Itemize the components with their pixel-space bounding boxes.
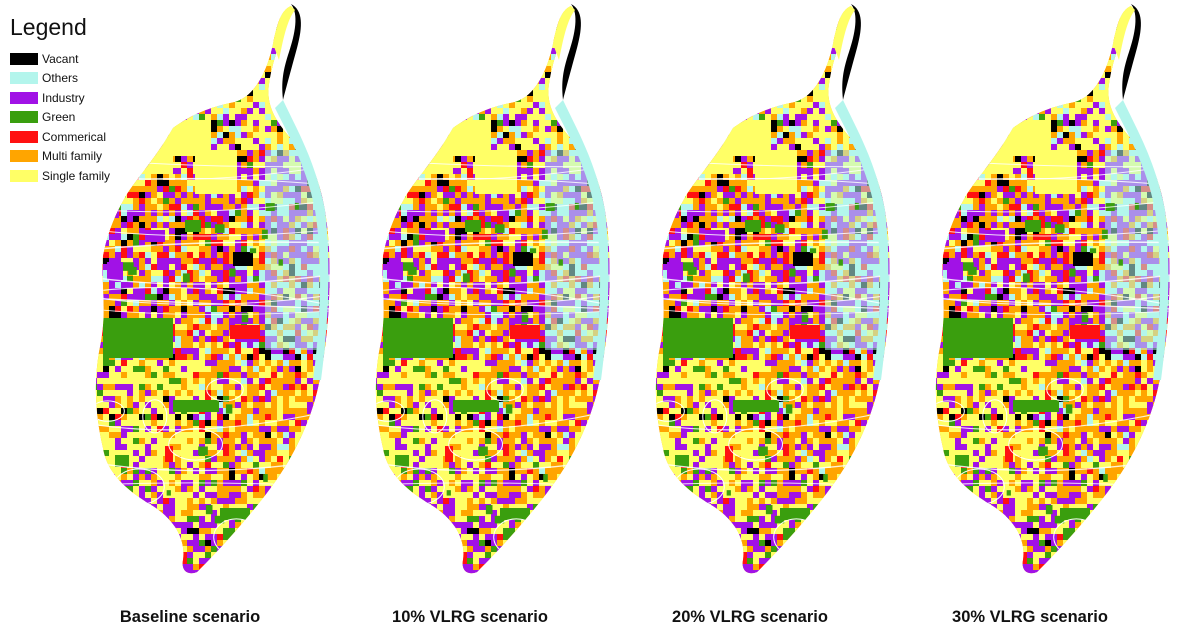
river-shape <box>1122 4 1141 100</box>
map-baseline <box>95 4 330 574</box>
riverfront-strip <box>1115 100 1169 380</box>
map-caption-20: 20% VLRG scenario <box>672 608 828 626</box>
legend-item-vacant: Vacant <box>10 49 210 69</box>
legend-label-multi-family: Multi family <box>42 149 103 164</box>
legend-item-industry: Industry <box>10 88 210 108</box>
map-20-percent <box>655 4 890 574</box>
legend-label-vacant: Vacant <box>42 51 79 66</box>
legend-item-others: Others <box>10 69 210 89</box>
legend-swatch-single-family <box>10 169 38 182</box>
legend-item-multi-family: Multi family <box>10 147 210 167</box>
river-shape <box>562 4 581 100</box>
land-use-blocks <box>375 6 610 574</box>
legend-label-commercial: Commerical <box>42 129 107 144</box>
map-10-percent <box>375 4 610 574</box>
map-caption-10: 10% VLRG scenario <box>392 608 548 626</box>
map-panel-20: 20% VLRG scenario <box>605 0 895 640</box>
map-panel-30: 30% VLRG scenario <box>885 0 1175 640</box>
river-shape <box>282 4 301 100</box>
land-use-blocks <box>935 6 1170 574</box>
legend-swatch-multi-family <box>10 150 38 163</box>
map-legend: Legend Vacant Others Industry Green Comm… <box>10 14 210 186</box>
legend-label-industry: Industry <box>42 90 85 105</box>
riverfront-strip <box>835 100 889 380</box>
legend-item-commercial: Commerical <box>10 127 210 147</box>
legend-label-green: Green <box>42 110 76 125</box>
map-caption-30: 30% VLRG scenario <box>952 608 1108 626</box>
land-use-blocks <box>655 6 890 574</box>
map-30-percent <box>935 4 1170 574</box>
legend-swatch-others <box>10 72 38 85</box>
legend-swatch-commercial <box>10 130 38 143</box>
map-caption-baseline: Baseline scenario <box>119 608 261 626</box>
river-shape <box>842 4 861 100</box>
legend-item-single-family: Single family <box>10 166 210 186</box>
legend-swatch-industry <box>10 91 38 104</box>
riverfront-strip <box>275 100 329 380</box>
legend-label-others: Others <box>42 71 79 86</box>
legend-item-green: Green <box>10 108 210 128</box>
map-panel-10: 10% VLRG scenario <box>325 0 615 640</box>
map-panel-baseline: Baseline scenario <box>45 0 335 640</box>
riverfront-strip <box>555 100 609 380</box>
legend-swatch-vacant <box>10 52 38 65</box>
legend-title: Legend <box>10 14 87 40</box>
legend-swatch-green <box>10 111 38 124</box>
legend-label-single-family: Single family <box>42 168 111 183</box>
land-use-blocks <box>95 6 330 574</box>
